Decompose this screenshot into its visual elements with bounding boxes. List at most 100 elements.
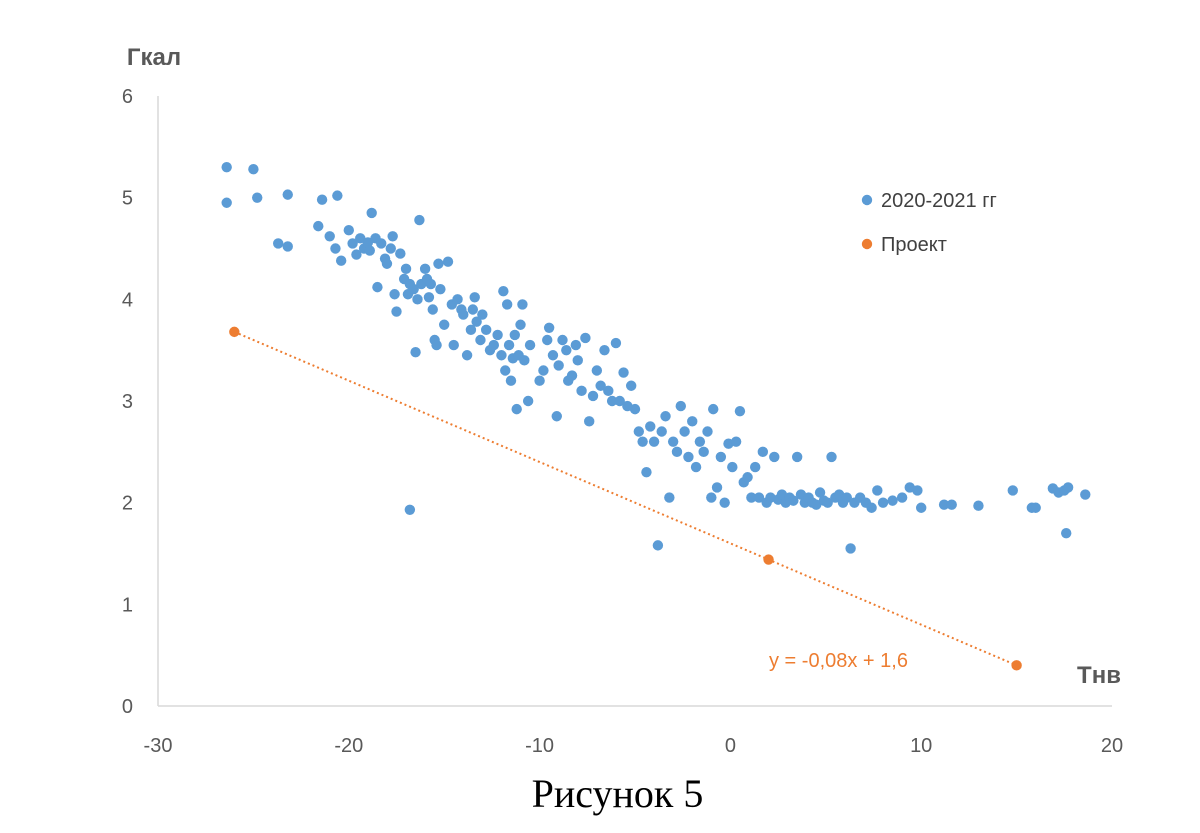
y-tick-label: 5: [122, 188, 133, 210]
observed-point: [419, 263, 431, 275]
observed-point: [324, 231, 335, 242]
observed-point: [664, 492, 675, 503]
observed-point: [542, 334, 553, 346]
y-tick-label: 2: [122, 493, 133, 515]
observed-point: [547, 350, 559, 361]
observed-point: [671, 446, 683, 458]
x-tick-label: -20: [334, 735, 363, 757]
observed-point: [534, 375, 545, 386]
observed-point: [316, 194, 328, 205]
observed-point: [425, 278, 437, 290]
observed-point: [603, 385, 614, 397]
observed-point: [387, 231, 398, 242]
observed-point: [973, 500, 984, 511]
observed-point: [404, 504, 416, 515]
observed-point: [461, 350, 473, 361]
observed-point: [660, 411, 671, 422]
observed-point: [826, 451, 837, 463]
observed-point: [584, 416, 595, 427]
observed-point: [412, 294, 423, 305]
project-point: [763, 554, 774, 565]
observed-point: [488, 339, 500, 351]
observed-point: [667, 436, 679, 447]
observed-point: [221, 161, 232, 173]
observed-point: [538, 365, 549, 376]
x-tick-label: 10: [910, 735, 932, 757]
observed-point: [719, 497, 730, 508]
observed-point: [366, 207, 377, 219]
y-tick-label: 1: [122, 594, 133, 616]
data-points: [221, 161, 1091, 671]
observed-point: [452, 294, 463, 305]
observed-point: [750, 461, 761, 473]
observed-point: [1062, 482, 1074, 493]
observed-point: [866, 502, 877, 513]
observed-point: [313, 220, 324, 232]
observed-point: [652, 540, 664, 551]
legend-marker-project: [861, 238, 873, 250]
x-axis-title: Тнв: [1077, 662, 1121, 689]
observed-point: [1007, 485, 1018, 496]
observed-point: [599, 344, 610, 356]
x-tick-label: -30: [144, 735, 173, 757]
observed-point: [757, 446, 769, 458]
observed-point: [442, 256, 454, 267]
observed-point: [372, 281, 383, 293]
observed-point: [524, 339, 536, 351]
observed-point: [467, 304, 479, 315]
observed-point: [872, 485, 883, 496]
observed-point: [706, 492, 717, 503]
observed-point: [517, 299, 528, 310]
observed-point: [633, 426, 645, 437]
observed-point: [715, 451, 727, 463]
observed-point: [734, 405, 746, 417]
observed-point: [1030, 502, 1041, 513]
observed-point: [381, 258, 393, 269]
observed-point: [475, 334, 486, 346]
observed-point: [391, 306, 402, 317]
observed-point: [587, 390, 599, 402]
observed-point: [645, 421, 656, 432]
observed-point: [448, 339, 459, 351]
x-tick-label: 0: [725, 735, 736, 757]
observed-point: [690, 461, 702, 473]
observed-point: [746, 492, 757, 503]
legend-marker-observed: [861, 194, 873, 206]
observed-point: [503, 339, 515, 351]
observed-point: [791, 451, 803, 463]
observed-point: [916, 502, 927, 513]
observed-point: [376, 238, 387, 249]
observed-point: [519, 355, 530, 366]
observed-point: [711, 482, 723, 493]
observed-point: [385, 243, 396, 254]
observed-point: [522, 395, 534, 407]
observed-point: [500, 365, 511, 376]
project-trendline: [233, 330, 1017, 667]
observed-point: [469, 292, 480, 303]
observed-point: [347, 238, 358, 249]
observed-point: [572, 355, 583, 366]
figure-caption: Рисунок 5: [531, 771, 704, 816]
observed-point: [946, 499, 957, 510]
observed-point: [332, 190, 343, 201]
observed-point: [566, 370, 578, 381]
observed-point: [887, 495, 898, 506]
observed-point: [679, 426, 690, 437]
observed-point: [431, 339, 442, 351]
trendline-equation: y = -0,08x + 1,6: [769, 650, 908, 672]
observed-point: [362, 237, 374, 248]
observed-point: [427, 304, 438, 315]
observed-point: [515, 319, 526, 330]
observed-point: [282, 241, 293, 252]
observed-point: [511, 403, 522, 415]
observed-point: [395, 248, 406, 259]
observed-point: [505, 375, 517, 386]
y-tick-label: 4: [122, 289, 133, 311]
observed-point: [845, 543, 856, 554]
project-point: [229, 326, 240, 338]
observed-point: [496, 350, 507, 361]
chart-legend: 2020-2021 гг Проект: [861, 190, 997, 256]
observed-point: [1080, 489, 1091, 500]
observed-point: [648, 436, 660, 447]
observed-point: [252, 192, 263, 203]
